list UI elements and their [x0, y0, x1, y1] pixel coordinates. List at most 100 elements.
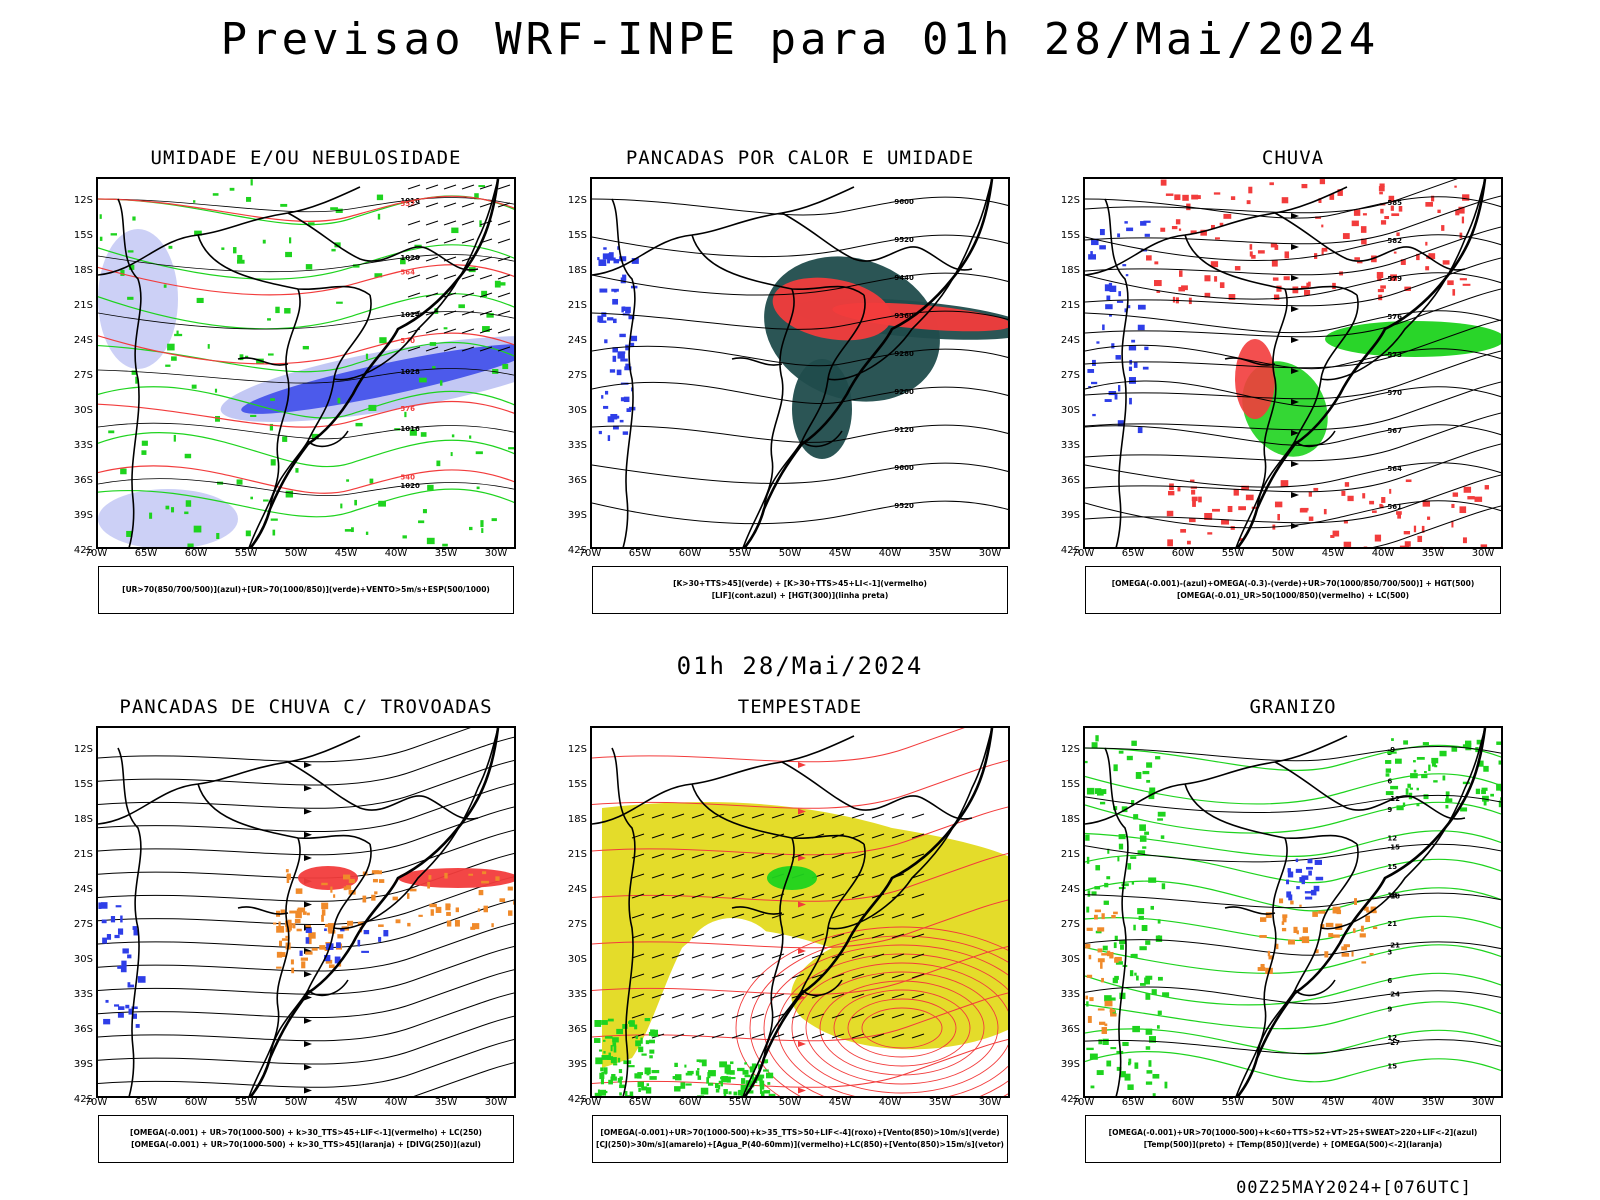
rain-area-blue: [1142, 366, 1149, 370]
temp850-contour-green: [1465, 740, 1472, 745]
wind-vector: [751, 913, 765, 919]
rain-area-blue: [1118, 291, 1122, 297]
wind-vector: [671, 1013, 685, 1019]
thunderstorm-area-orange: [305, 925, 311, 928]
rain-area-blue: [1137, 427, 1143, 434]
wind-area-green: [718, 1080, 722, 1084]
latitude-tick-label: 33S: [1060, 989, 1080, 1000]
wind-vector: [811, 853, 825, 859]
wind-vector: [731, 953, 745, 959]
temp850-contour-green: [1118, 834, 1126, 840]
hail-area-blue: [1296, 886, 1300, 890]
rain-area-red: [1351, 220, 1359, 227]
wind-area-green: [715, 1088, 720, 1093]
divergence-area-blue: [117, 1012, 124, 1018]
rain-area-blue: [1128, 377, 1136, 384]
rain-area-red: [1425, 266, 1430, 271]
rain-area-red: [1388, 195, 1395, 203]
humidity-area-green: [351, 527, 354, 533]
latitude-tick-label: 12S: [1060, 195, 1080, 206]
thunderstorm-area-orange: [429, 903, 437, 908]
streamline: [98, 1038, 514, 1088]
lifted-index-contour: [601, 395, 604, 399]
contour-line: [1085, 310, 1501, 334]
temp850-contour-green: [1413, 769, 1417, 773]
contour-line: [1085, 1051, 1501, 1083]
map-frame: 1016 1020 1024 1028 1016 1020 552 564 570 576 540: [96, 177, 516, 549]
rain-area-red: [1204, 275, 1211, 282]
rain-area-red: [1191, 194, 1199, 200]
contour-label: -27: [1387, 1039, 1400, 1047]
humidity-area-green: [193, 200, 196, 203]
thunderstorm-area-orange: [346, 885, 352, 890]
temp850-contour-green: [1390, 785, 1399, 790]
wind-vector: [811, 893, 825, 899]
humidity-area-green: [474, 193, 479, 200]
thunderstorm-area-orange: [513, 901, 514, 905]
rain-area-red: [1416, 253, 1420, 261]
humidity-area-green: [233, 247, 237, 254]
temp850-contour-green: [1385, 768, 1391, 773]
humidity-area-green: [272, 529, 276, 536]
rain-area-red: [1241, 485, 1250, 491]
longitude-tick-label: 60W: [1171, 548, 1195, 559]
wind-area-green: [724, 1067, 731, 1074]
border-line: [1320, 179, 1486, 381]
temp850-contour-green: [1416, 803, 1420, 807]
divergence-area-blue: [133, 929, 140, 936]
rain-area-red: [1353, 209, 1361, 216]
wind-area-green: [622, 1024, 628, 1029]
lifted-index-contour: [628, 315, 635, 320]
wind-area-green: [604, 1036, 613, 1039]
contour-line: [1085, 794, 1501, 814]
streamline: [98, 736, 514, 786]
thunderstorm-area-orange: [371, 894, 376, 901]
rain-area-blue: [1127, 305, 1131, 309]
wind-vector: [461, 238, 475, 244]
contour-label: -15: [1387, 844, 1400, 852]
wind-vector: [425, 220, 439, 226]
rain-area-red: [1251, 254, 1256, 259]
wind-vector: [891, 813, 905, 819]
wind-vector: [911, 873, 925, 879]
humidity-area-green: [451, 434, 455, 438]
wind-vector: [497, 310, 511, 316]
longitude-tick-label: 35W: [434, 548, 458, 559]
thunderstorm-area-orange: [325, 942, 331, 945]
temp850-contour-green: [1135, 772, 1142, 779]
latitude-tick-label: 42S: [73, 545, 93, 556]
rain-area-blue: [1102, 324, 1105, 331]
humidity-area-green: [214, 388, 218, 393]
latitude-tick-label: 42S: [1060, 1094, 1080, 1105]
wind-vector: [731, 853, 745, 859]
temp850-contour-green: [1110, 1010, 1116, 1015]
rain-area-red: [1389, 488, 1392, 494]
wind-vector: [691, 1013, 705, 1019]
temp850-contour-green: [1086, 787, 1095, 795]
rain-area-red: [1421, 525, 1425, 533]
wind-area-green: [646, 1071, 650, 1076]
lifted-index-contour: [617, 353, 625, 359]
contour-label: 576: [1387, 313, 1402, 321]
wind-vector: [791, 933, 805, 939]
longitude-tick-label: 45W: [334, 1097, 358, 1108]
wind-area-green: [685, 1083, 692, 1086]
lifted-index-contour: [612, 347, 618, 353]
omega-area-orange: [1359, 933, 1366, 938]
rain-area-red: [1277, 513, 1280, 521]
temp850-contour-green: [1428, 764, 1431, 772]
thunderstorm-area-orange: [278, 940, 283, 947]
rain-area-red: [1451, 520, 1454, 528]
temp850-contour-green: [1137, 908, 1145, 915]
contour-line: [1085, 939, 1501, 956]
longitude-tick-label: 65W: [134, 1097, 158, 1108]
rain-area-red: [1200, 229, 1207, 236]
latitude-tick-label: 21S: [73, 849, 93, 860]
omega-area-orange: [1101, 913, 1105, 920]
rain-area-red: [1467, 496, 1475, 500]
border-line: [269, 294, 372, 510]
rain-area-blue: [1144, 233, 1150, 237]
omega-area-orange: [1086, 974, 1093, 978]
streamline-arrow: [1291, 244, 1299, 250]
latitude-tick-label: 42S: [567, 545, 587, 556]
